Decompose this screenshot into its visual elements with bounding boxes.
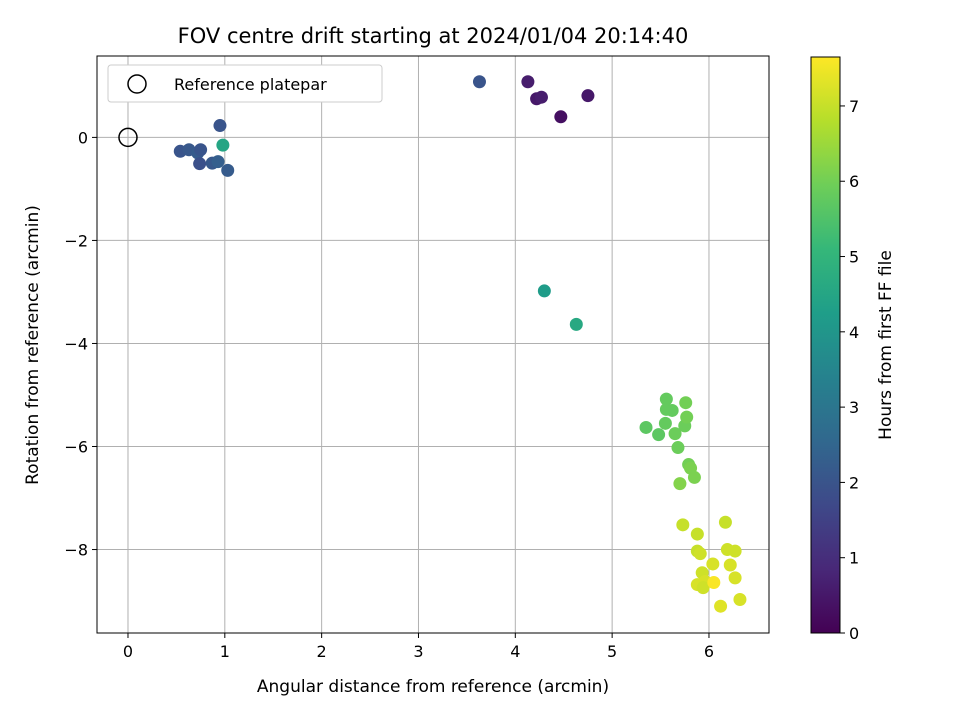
scatter-point xyxy=(687,470,701,484)
x-tick-label: 2 xyxy=(317,642,327,661)
scatter-point xyxy=(671,441,685,455)
scatter-point xyxy=(723,558,737,572)
x-tick-label: 5 xyxy=(607,642,617,661)
scatter-point xyxy=(194,143,208,157)
scatter-point xyxy=(693,547,707,561)
colorbar-ticks: 0 1 2 3 4 5 6 7 xyxy=(840,97,859,643)
scatter-point xyxy=(472,75,486,89)
colorbar-label: Hours from first FF file xyxy=(876,250,896,440)
scatter-point xyxy=(668,427,682,441)
scatter-point xyxy=(639,420,653,434)
colorbar-tick-label: 0 xyxy=(849,624,859,643)
legend-box xyxy=(107,64,383,103)
x-tick-label: 0 xyxy=(123,642,133,661)
x-tick-label: 1 xyxy=(220,642,230,661)
x-axis-label: Angular distance from reference (arcmin) xyxy=(257,677,609,697)
x-axis-ticks: 0 1 2 3 4 5 6 xyxy=(123,633,714,661)
y-axis-ticks: 0 −2 −4 −6 −8 xyxy=(64,128,97,560)
scatter-point xyxy=(728,544,742,558)
scatter-point xyxy=(676,518,690,532)
scatter-point xyxy=(714,599,728,613)
scatter-point xyxy=(679,396,693,410)
x-tick-label: 4 xyxy=(510,642,520,661)
scatter-point xyxy=(534,90,548,104)
scatter-point xyxy=(680,410,694,424)
colorbar-tick-label: 4 xyxy=(849,323,859,342)
scatter-point xyxy=(537,284,551,298)
scatter-point xyxy=(221,163,235,177)
y-tick-label: −4 xyxy=(64,334,88,353)
scatter-point xyxy=(659,392,673,406)
reference-platepar-marker xyxy=(118,127,138,148)
colorbar-tick-label: 1 xyxy=(849,549,859,568)
scatter-point xyxy=(706,557,720,571)
scatter-point xyxy=(728,571,742,585)
scatter-point xyxy=(718,515,732,529)
scatter-point xyxy=(665,403,679,417)
scatter-point xyxy=(213,119,227,133)
colorbar-tick-label: 3 xyxy=(849,398,859,417)
y-tick-label: 0 xyxy=(78,128,88,147)
scatter-point xyxy=(554,110,568,124)
x-tick-label: 6 xyxy=(704,642,714,661)
scatter-points xyxy=(173,75,747,613)
legend-marker xyxy=(127,74,147,94)
scatter-point xyxy=(569,317,583,331)
plot-frame xyxy=(96,55,770,634)
colorbar-tick-label: 7 xyxy=(849,97,859,116)
scatter-point xyxy=(211,155,225,169)
scatter-point xyxy=(707,576,721,590)
scatter-point xyxy=(521,75,535,89)
y-tick-label: −6 xyxy=(64,438,88,457)
colorbar-tick-label: 6 xyxy=(849,172,859,191)
scatter-point xyxy=(733,593,747,607)
colorbar-tick-label: 2 xyxy=(849,473,859,492)
colorbar-gradient xyxy=(810,56,841,634)
scatter-point xyxy=(690,527,704,541)
grid xyxy=(97,56,769,633)
chart-title: FOV centre drift starting at 2024/01/04 … xyxy=(178,24,689,48)
y-tick-label: −2 xyxy=(64,231,88,250)
y-tick-label: −8 xyxy=(64,541,88,560)
scatter-point xyxy=(673,477,687,491)
scatter-point xyxy=(216,138,230,152)
scatter-point xyxy=(581,89,595,103)
colorbar: 0 1 2 3 4 5 6 7 Hours from first FF file xyxy=(810,56,896,643)
scatter-point xyxy=(696,581,710,595)
scatter-point xyxy=(658,416,672,430)
scatter-point xyxy=(652,428,666,442)
x-tick-label: 3 xyxy=(413,642,423,661)
y-axis-label: Rotation from reference (arcmin) xyxy=(23,205,43,485)
legend-label: Reference platepar xyxy=(174,75,327,94)
legend: Reference platepar xyxy=(107,64,383,103)
scatter-point xyxy=(193,157,207,171)
colorbar-tick-label: 5 xyxy=(849,248,859,267)
